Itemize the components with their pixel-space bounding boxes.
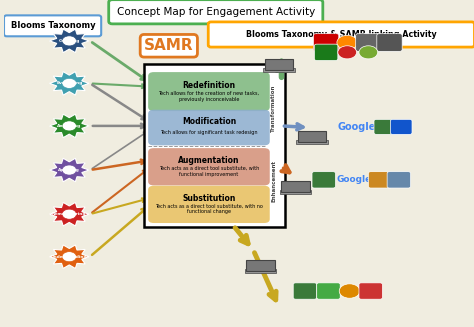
FancyBboxPatch shape bbox=[313, 34, 339, 51]
Text: Understanding: Understanding bbox=[51, 255, 88, 259]
Text: SAMR: SAMR bbox=[144, 38, 193, 53]
FancyBboxPatch shape bbox=[148, 110, 270, 145]
Circle shape bbox=[337, 35, 357, 50]
FancyBboxPatch shape bbox=[144, 64, 285, 227]
FancyBboxPatch shape bbox=[356, 34, 381, 51]
FancyBboxPatch shape bbox=[374, 119, 396, 134]
Polygon shape bbox=[50, 72, 89, 95]
FancyBboxPatch shape bbox=[148, 186, 270, 223]
Circle shape bbox=[62, 78, 76, 88]
FancyBboxPatch shape bbox=[246, 260, 275, 271]
Text: Evaluating: Evaluating bbox=[56, 81, 82, 85]
Text: Applying: Applying bbox=[58, 168, 80, 172]
FancyBboxPatch shape bbox=[264, 68, 295, 72]
Text: Tech acts as a direct tool substitute, with no
functional change: Tech acts as a direct tool substitute, w… bbox=[155, 203, 263, 215]
FancyBboxPatch shape bbox=[314, 44, 338, 60]
FancyBboxPatch shape bbox=[280, 190, 311, 195]
FancyBboxPatch shape bbox=[359, 283, 383, 299]
Text: Creating: Creating bbox=[59, 39, 80, 43]
FancyBboxPatch shape bbox=[245, 269, 276, 273]
FancyBboxPatch shape bbox=[148, 72, 270, 111]
Circle shape bbox=[62, 165, 76, 175]
Text: Transformation: Transformation bbox=[271, 84, 276, 131]
FancyBboxPatch shape bbox=[208, 22, 474, 47]
FancyBboxPatch shape bbox=[312, 172, 336, 188]
FancyBboxPatch shape bbox=[317, 283, 340, 299]
Text: Concept Map for Engagement Activity: Concept Map for Engagement Activity bbox=[117, 7, 315, 17]
FancyBboxPatch shape bbox=[293, 283, 317, 299]
FancyBboxPatch shape bbox=[281, 181, 310, 192]
FancyBboxPatch shape bbox=[109, 0, 323, 24]
Text: Augmentation: Augmentation bbox=[178, 156, 240, 165]
FancyBboxPatch shape bbox=[265, 59, 293, 70]
Circle shape bbox=[338, 46, 356, 59]
FancyBboxPatch shape bbox=[377, 34, 402, 51]
FancyBboxPatch shape bbox=[368, 172, 392, 188]
Text: Redefinition: Redefinition bbox=[182, 81, 236, 90]
Text: Tech allows for significant task redesign: Tech allows for significant task redesig… bbox=[160, 129, 258, 135]
Text: Modification: Modification bbox=[182, 117, 236, 126]
Text: Blooms Taxonomy & SAMR linking Activity: Blooms Taxonomy & SAMR linking Activity bbox=[246, 30, 437, 39]
Polygon shape bbox=[50, 29, 89, 53]
Circle shape bbox=[339, 284, 360, 298]
FancyBboxPatch shape bbox=[387, 172, 410, 188]
Polygon shape bbox=[50, 202, 89, 226]
Circle shape bbox=[359, 46, 378, 59]
Polygon shape bbox=[50, 114, 89, 138]
Circle shape bbox=[62, 121, 76, 131]
Text: Enhancement: Enhancement bbox=[271, 161, 276, 202]
Text: Substitution: Substitution bbox=[182, 194, 236, 203]
FancyBboxPatch shape bbox=[391, 119, 412, 134]
FancyBboxPatch shape bbox=[4, 15, 101, 36]
Circle shape bbox=[62, 36, 76, 46]
Text: Tech allows for the creation of new tasks,
previously inconceivable: Tech allows for the creation of new task… bbox=[158, 91, 259, 102]
Circle shape bbox=[62, 252, 76, 262]
Circle shape bbox=[62, 209, 76, 219]
Text: Google: Google bbox=[337, 175, 372, 184]
Text: Tech acts as a direct tool substitute, with
functional improvement: Tech acts as a direct tool substitute, w… bbox=[159, 166, 259, 177]
Text: Blooms Taxonomy: Blooms Taxonomy bbox=[10, 21, 95, 30]
Text: Analyzing: Analyzing bbox=[57, 124, 82, 128]
Polygon shape bbox=[50, 245, 89, 268]
Text: Google: Google bbox=[337, 122, 376, 132]
Text: Remembering: Remembering bbox=[52, 212, 87, 216]
FancyBboxPatch shape bbox=[148, 148, 270, 185]
FancyBboxPatch shape bbox=[296, 140, 328, 144]
FancyBboxPatch shape bbox=[298, 131, 326, 142]
Polygon shape bbox=[50, 158, 89, 182]
